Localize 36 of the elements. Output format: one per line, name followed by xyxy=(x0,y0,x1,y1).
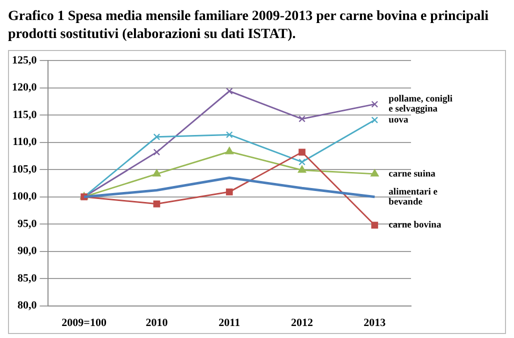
point xyxy=(371,222,378,229)
x-tick-label: 2011 xyxy=(218,317,240,330)
y-tick-label: 100,0 xyxy=(12,190,38,203)
y-tick-label: 125,0 xyxy=(12,54,38,66)
x-tick-label: 2012 xyxy=(291,317,314,330)
x-tick-label: 2009=100 xyxy=(62,317,107,330)
y-tick-label: 95,0 xyxy=(18,218,38,230)
y-tick-label: 110,0 xyxy=(12,136,38,148)
point xyxy=(153,148,160,156)
y-tick-label: 85,0 xyxy=(18,272,38,284)
point xyxy=(153,133,160,140)
point xyxy=(226,88,233,95)
point xyxy=(226,131,233,138)
point xyxy=(298,148,306,156)
y-tick-label: 90,0 xyxy=(18,245,38,258)
y-tick-label: 120,0 xyxy=(12,82,38,94)
series-label: carne bovina xyxy=(388,220,442,231)
x-tick-label: 2013 xyxy=(364,317,386,330)
y-tick-label: 105,0 xyxy=(12,163,38,176)
point xyxy=(298,115,306,122)
point xyxy=(371,116,378,124)
y-tick-label: 115,0 xyxy=(12,108,38,121)
y-tick-label: 80,0 xyxy=(18,300,38,312)
point xyxy=(225,146,234,154)
x-tick-label: 2010 xyxy=(146,317,168,330)
series-label: uova xyxy=(388,115,408,126)
point xyxy=(298,158,306,166)
point xyxy=(152,169,161,177)
point xyxy=(371,100,378,108)
point xyxy=(226,188,233,196)
series-label: alimentari e bevande xyxy=(388,187,438,208)
point xyxy=(153,200,160,208)
point xyxy=(298,166,306,173)
point xyxy=(370,169,379,177)
series-label: carne suina xyxy=(388,169,436,180)
chart-title: Grafico 1 Spesa media mensile familiare 2009-2013 per carne bovina e principali prodotti sostitutivi (elaborazioni su dati ISTAT). xyxy=(8,8,490,44)
